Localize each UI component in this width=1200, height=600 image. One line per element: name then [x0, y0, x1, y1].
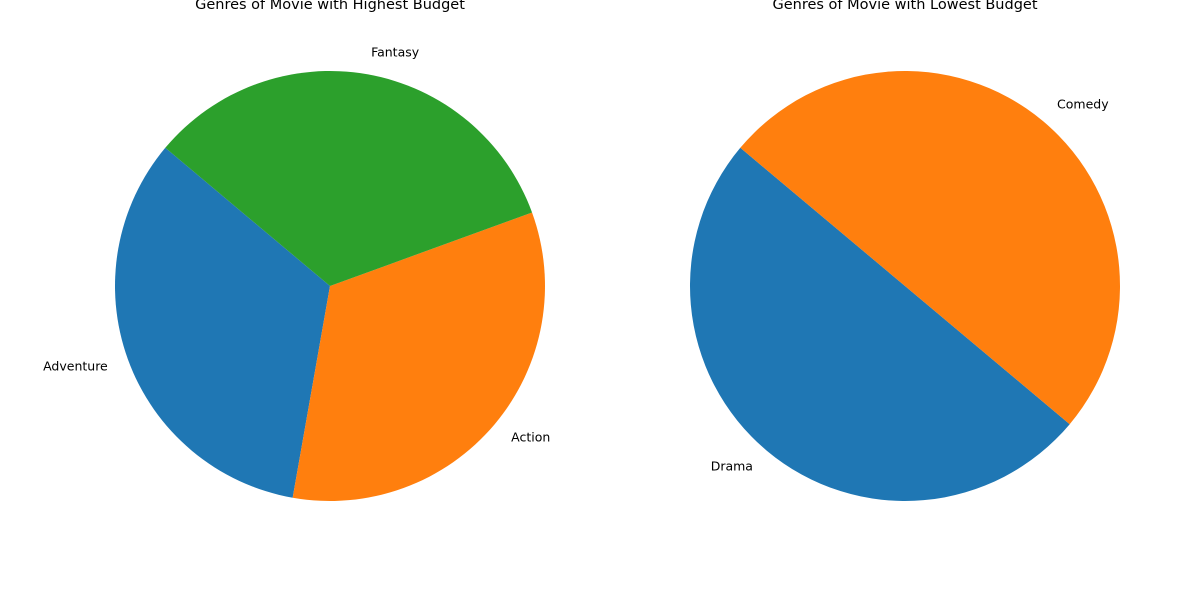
pie-slice-drama	[689, 147, 1070, 502]
pie-slice-action	[292, 212, 545, 501]
highest-budget-labels: Adventure Action Fantasy	[43, 45, 550, 445]
pie-slice-fantasy	[165, 71, 533, 287]
pie-slice-comedy	[740, 70, 1121, 425]
slice-label-adventure: Adventure	[43, 358, 108, 373]
slice-label-drama: Drama	[711, 459, 753, 474]
lowest-budget-slices	[689, 70, 1121, 502]
lowest-budget-pie-chart: Genres of Movie with Lowest Budget Drama…	[689, 0, 1121, 502]
slice-label-action: Action	[511, 430, 550, 445]
pie-slice-adventure	[115, 147, 331, 498]
slice-label-comedy: Comedy	[1057, 96, 1109, 111]
chart-title-lowest-budget: Genres of Movie with Lowest Budget	[772, 0, 1037, 13]
chart-title-highest-budget: Genres of Movie with Highest Budget	[195, 0, 465, 13]
highest-budget-slices	[115, 71, 545, 501]
highest-budget-pie-chart: Genres of Movie with Highest Budget Adve…	[43, 0, 550, 501]
slice-label-fantasy: Fantasy	[371, 45, 420, 60]
lowest-budget-labels: Drama Comedy	[711, 96, 1109, 473]
